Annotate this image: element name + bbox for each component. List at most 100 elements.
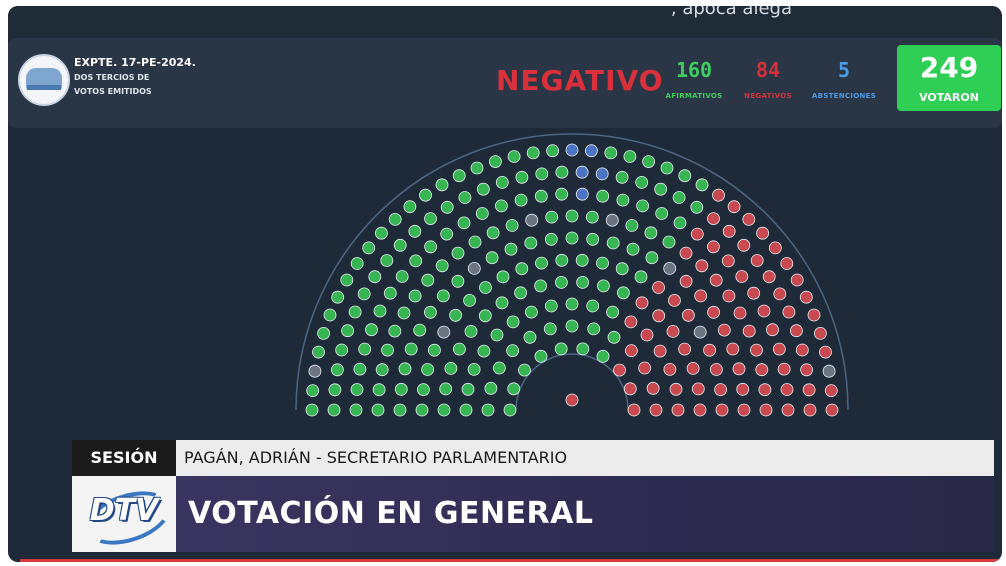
seat-afirmativo: [330, 363, 344, 377]
seat-afirmativo: [515, 170, 529, 184]
seat-negativo: [721, 254, 735, 268]
seat-negativo: [627, 403, 641, 417]
seat-afirmativo: [507, 382, 521, 396]
label-afirmativos: AFIRMATIVOS: [665, 92, 723, 100]
seat-negativo: [742, 324, 756, 338]
seat-afirmativo: [350, 257, 364, 270]
seat-afirmativo: [555, 187, 569, 201]
seat-afirmativo: [543, 322, 557, 336]
seat-negativo: [790, 324, 803, 338]
seat-afirmativo: [546, 144, 559, 158]
seat-afirmativo: [374, 226, 388, 240]
seat-afirmativo: [490, 328, 504, 342]
seat-afirmativo: [523, 330, 537, 344]
seat-afirmativo: [365, 323, 378, 337]
seat-negativo: [737, 238, 751, 252]
seat-afirmativo: [470, 161, 484, 175]
seat-negativo: [652, 309, 666, 323]
seat-negativo: [707, 305, 720, 319]
seat-afirmativo: [452, 342, 466, 356]
seat-negativo: [707, 212, 720, 226]
seat-afirmativo: [486, 226, 500, 240]
seat-negativo: [638, 361, 652, 375]
seat-afirmativo: [505, 219, 519, 232]
seat-afirmativo: [555, 253, 569, 267]
seat-afirmativo: [585, 210, 599, 224]
seat-negativo: [780, 257, 794, 270]
seat-afirmativo: [606, 305, 619, 319]
seat-negativo: [717, 323, 731, 337]
logo-base: [27, 85, 61, 90]
seat-afirmativo: [596, 256, 609, 270]
segment-title: VOTACIÓN EN GENERAL: [188, 496, 594, 531]
seat-negativo: [758, 383, 772, 397]
seat-afirmativo: [607, 330, 621, 344]
seat-afirmativo: [421, 273, 435, 287]
count-afirmativos: 160: [675, 58, 713, 82]
seat-afirmativo: [437, 403, 451, 417]
seat-afirmativo: [467, 362, 481, 376]
seat-afirmativo: [415, 403, 429, 417]
expediente-number: EXPTE. 17-PE-2024.: [74, 56, 196, 69]
seat-afirmativo: [507, 150, 521, 163]
seat-negativo: [726, 342, 740, 356]
seat-negativo: [757, 304, 771, 318]
seat-negativo: [679, 274, 693, 288]
seat-afirmativo: [645, 251, 659, 265]
seat-afirmativo: [615, 262, 629, 276]
seat-afirmativo: [673, 216, 687, 230]
seat-afirmativo: [544, 299, 558, 313]
seat-negativo: [709, 273, 723, 287]
seat-afirmativo: [479, 281, 492, 294]
seat-afirmativo: [305, 403, 319, 417]
seat-afirmativo: [350, 383, 364, 396]
seat-negativo: [707, 240, 720, 254]
seat-negativo: [768, 241, 782, 255]
seat-afirmativo: [393, 403, 407, 417]
seat-afirmativo: [404, 342, 418, 356]
seat-negativo: [652, 281, 665, 294]
seat-negativo: [777, 362, 791, 376]
seat-afirmativo: [586, 232, 600, 246]
seat-negativo: [819, 345, 832, 359]
seat-afirmativo: [444, 361, 458, 375]
seat-ausente: [437, 325, 451, 339]
seat-afirmativo: [383, 286, 397, 300]
seat-afirmativo: [495, 296, 509, 310]
seat-negativo: [722, 289, 736, 303]
seat-negativo: [668, 293, 681, 307]
seat-negativo: [825, 403, 839, 417]
seat-afirmativo: [306, 384, 320, 398]
seat-afirmativo: [576, 275, 589, 289]
seat-afirmativo: [617, 286, 630, 300]
count-negativos: 84: [755, 58, 781, 82]
seat-afirmativo: [451, 274, 465, 288]
seat-ausente: [467, 261, 481, 275]
seat-afirmativo: [565, 231, 579, 245]
seat-afirmativo: [397, 306, 411, 320]
seat-negativo: [715, 403, 729, 417]
seat-afirmativo: [597, 279, 610, 293]
seat-negativo: [732, 362, 746, 376]
seat-afirmativo: [576, 342, 590, 356]
seat-negativo: [625, 344, 638, 358]
seat-afirmativo: [634, 270, 648, 284]
top-strip-text: , apoca alega: [670, 6, 792, 19]
seat-afirmativo: [371, 403, 385, 417]
seat-afirmativo: [435, 178, 449, 192]
session-tag: SESIÓN: [72, 440, 176, 476]
seat-afirmativo: [555, 275, 568, 289]
seat-negativo: [695, 259, 709, 273]
seat-afirmativo: [615, 170, 629, 184]
seat-negativo: [712, 188, 725, 202]
seat-afirmativo: [481, 403, 495, 417]
seat-afirmativo: [488, 155, 502, 169]
seat-negativo: [807, 308, 821, 322]
chamber-seat-map: [295, 133, 849, 417]
seat-afirmativo: [678, 169, 692, 183]
congress-dome-icon: [26, 68, 62, 90]
seat-negativo: [800, 363, 813, 377]
seat-negativo: [759, 403, 773, 417]
majority-rule-line1: DOS TERCIOS DE: [74, 73, 150, 82]
seat-afirmativo: [586, 299, 600, 313]
